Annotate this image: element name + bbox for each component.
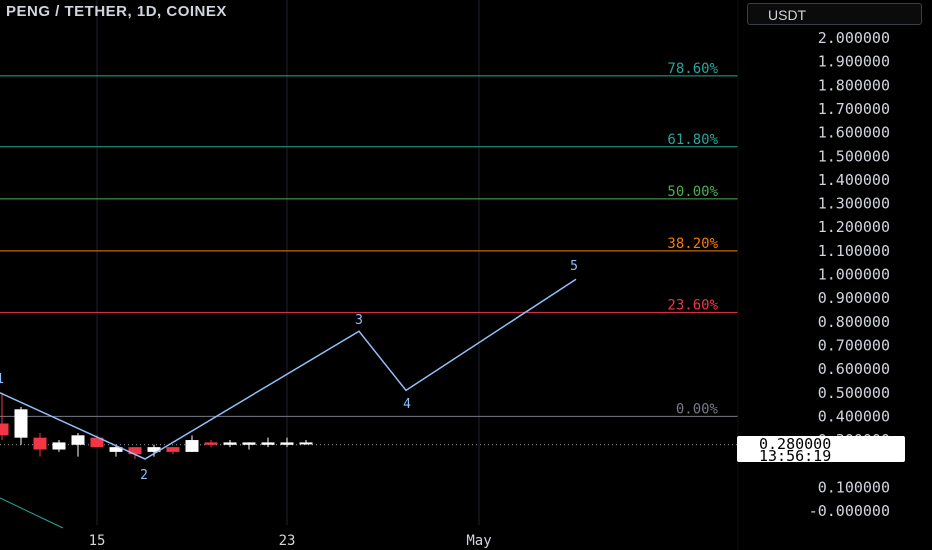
last-price-value: 0.280000 xyxy=(759,435,832,453)
y-tick-label: 0.900000 xyxy=(818,289,890,307)
fib-level-label: 50.00% xyxy=(667,184,718,200)
fib-level-label: 38.20% xyxy=(667,236,718,252)
y-tick-label: -0.000000 xyxy=(809,502,890,520)
y-tick-label: 1.900000 xyxy=(818,53,890,71)
y-tick-label: 1.300000 xyxy=(818,195,890,213)
wave-label: 1 xyxy=(0,372,4,387)
symbol-title: PENG / TETHER, 1D, COINEX xyxy=(6,3,227,20)
candle-body xyxy=(261,442,275,445)
fib-level-label: 61.80% xyxy=(667,132,718,148)
y-tick-label: 1.500000 xyxy=(818,147,890,165)
candle-body xyxy=(204,442,218,445)
y-tick-label: 0.800000 xyxy=(818,313,890,331)
fib-level-label: 78.60% xyxy=(667,61,718,77)
candle-body xyxy=(90,437,104,448)
candle-body xyxy=(52,442,66,450)
y-tick-label: 1.800000 xyxy=(818,76,890,94)
candle-body xyxy=(185,440,199,452)
wave-label: 4 xyxy=(403,397,411,412)
y-tick-label: 0.500000 xyxy=(818,384,890,402)
candle-body xyxy=(166,447,180,452)
candle-body xyxy=(71,435,85,445)
elliott-wave-path xyxy=(0,278,577,460)
y-tick-label: 0.100000 xyxy=(818,478,890,496)
fib-level-label: 23.60% xyxy=(667,297,718,313)
candle-body xyxy=(299,442,313,445)
y-tick-label: 1.200000 xyxy=(818,218,890,236)
fib-level-label: 0.00% xyxy=(676,401,719,417)
candle-body xyxy=(147,447,161,452)
wave-label: 5 xyxy=(570,259,578,274)
y-tick-label: 1.600000 xyxy=(818,124,890,142)
candle-body xyxy=(33,437,47,450)
x-tick-label: 15 xyxy=(89,533,106,549)
last-price-tag: 0.280000 13:56:19 xyxy=(737,435,905,465)
candle-body xyxy=(109,447,123,452)
y-tick-label: 2.000000 xyxy=(818,29,890,47)
trendline xyxy=(0,497,64,529)
bar-countdown: 13:56:19 xyxy=(759,447,832,465)
candle-body xyxy=(223,442,237,445)
candle-body xyxy=(0,423,9,436)
y-tick-label: 1.000000 xyxy=(818,266,890,284)
x-tick-label: 23 xyxy=(279,533,296,549)
y-tick-label: 0.700000 xyxy=(818,336,890,354)
y-tick-label: 0.600000 xyxy=(818,360,890,378)
wave-label: 3 xyxy=(355,313,363,328)
candle-body xyxy=(128,447,142,455)
candle-body xyxy=(280,442,294,445)
candle-body xyxy=(14,409,28,438)
y-tick-label: 1.400000 xyxy=(818,171,890,189)
x-tick-label: May xyxy=(466,533,491,549)
y-tick-label: 1.100000 xyxy=(818,242,890,260)
wave-label: 2 xyxy=(140,468,148,483)
y-tick-label: 0.400000 xyxy=(818,407,890,425)
candle-body xyxy=(242,442,256,445)
y-tick-label: 1.700000 xyxy=(818,100,890,118)
currency-selector-button[interactable]: USDT xyxy=(747,3,922,25)
